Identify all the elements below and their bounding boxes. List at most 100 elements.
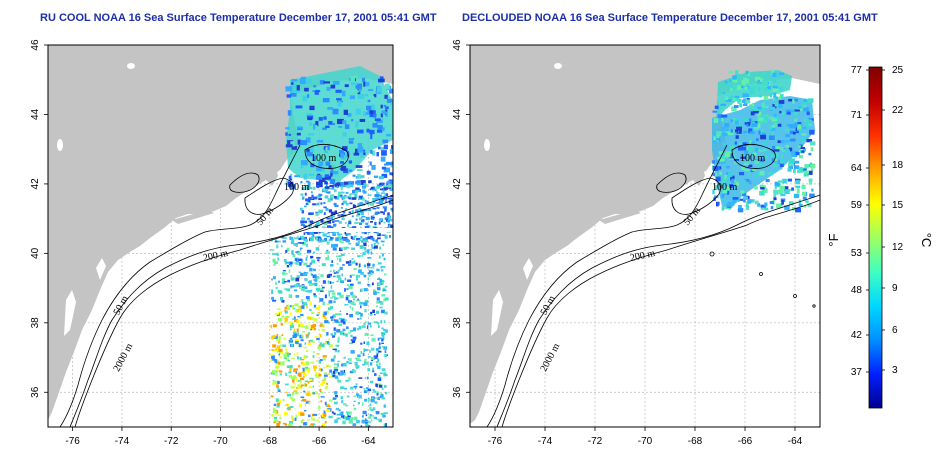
right-sst-pixel (751, 199, 755, 203)
left-sst-pixel (384, 423, 388, 427)
right-sst-pixel (728, 132, 734, 135)
left-sst-pixel (380, 331, 385, 334)
left-sst-pixel (281, 278, 286, 282)
left-sst-pixel (378, 337, 383, 339)
left-sst-pixel (355, 180, 361, 185)
right-sst-pixel (749, 131, 755, 134)
left-sst-pixel (345, 333, 348, 337)
right-sst-pixel (744, 179, 750, 182)
right-sst-pixel (713, 135, 718, 138)
left-sst-pixel (323, 206, 327, 209)
left-sst-pixel (361, 231, 365, 234)
left-sst-pixel (357, 401, 361, 405)
left-sst-pixel (283, 337, 287, 340)
right-sst-pixel (769, 124, 773, 130)
left-sst-pixel (318, 406, 321, 409)
left-sst-pixel (364, 309, 367, 313)
left-sst-pixel (386, 180, 391, 184)
left-sst-pixel (297, 372, 302, 377)
left-sst-pixel (370, 273, 373, 275)
left-sst-pixel (306, 392, 311, 397)
right-sst-pixel (809, 163, 816, 169)
left-sst-pixel (378, 383, 382, 386)
left-sst-pixel (351, 184, 354, 188)
left-sst-pixel (382, 139, 389, 144)
left-sst-pixel (345, 191, 349, 194)
right-sst-pixel (740, 186, 746, 189)
left-sst-pixel (376, 363, 379, 367)
left-sst-pixel (284, 306, 287, 310)
left-sst-pixel (348, 221, 352, 225)
left-sst-pixel (359, 222, 362, 226)
left-sst-pixel (315, 372, 319, 376)
right-cape-cod (693, 168, 705, 186)
left-sst-pixel (360, 212, 364, 216)
left-sst-pixel (291, 392, 294, 396)
right-sst-pixel (746, 94, 750, 98)
left-sst-pixel (350, 350, 355, 354)
left-sst-pixel (352, 204, 356, 208)
left-sst-pixel (327, 220, 331, 224)
left-sst-pixel (325, 317, 327, 322)
left-sst-pixel (319, 334, 322, 338)
left-sst-pixel (390, 189, 393, 191)
left-sst-pixel (373, 243, 376, 247)
left-sst-pixel (302, 330, 305, 333)
left-sst-pixel (355, 262, 358, 266)
left-sst-pixel (325, 403, 330, 407)
right-sst-pixel (712, 172, 716, 177)
left-sst-pixel (312, 203, 317, 206)
right-sst-pixel (795, 151, 800, 156)
left-sst-pixel (288, 269, 291, 273)
left-sst-pixel (307, 381, 310, 384)
left-sst-pixel (383, 423, 386, 427)
left-sst-pixel (315, 203, 318, 206)
left-sst-pixel (383, 372, 387, 375)
left-sst-pixel (359, 317, 362, 320)
left-sst-pixel (323, 81, 331, 84)
left-sst-pixel (298, 258, 303, 262)
left-sst-pixel (332, 348, 337, 351)
colorbar-c-tick-label: 18 (892, 160, 904, 171)
left-sst-pixel (278, 280, 280, 283)
left-sst-pixel (270, 354, 273, 356)
left-sst-pixel (367, 283, 370, 286)
right-sst-pixel (727, 201, 733, 205)
left-sst-pixel (358, 198, 362, 201)
right-sst-pixel (757, 149, 764, 152)
left-sst-pixel (299, 323, 304, 327)
left-sst-pixel (367, 236, 371, 240)
left-sst-pixel (383, 104, 387, 108)
left-sst-pixel (288, 342, 291, 345)
left-sst-pixel (300, 420, 303, 424)
left-sst-pixel (354, 235, 357, 237)
left-sst-pixel (360, 180, 366, 184)
left-sst-pixel (372, 214, 375, 217)
left-sst-pixel (345, 261, 350, 264)
left-map-title: RU COOL NOAA 16 Sea Surface Temperature … (40, 12, 437, 24)
right-sst-pixel (777, 86, 783, 90)
left-sst-pixel (331, 216, 333, 220)
left-sst-pixel (362, 252, 366, 256)
left-sst-pixel (373, 289, 376, 293)
right-sst-pixel (761, 102, 767, 108)
left-sst-pixel (348, 300, 352, 304)
left-sst-pixel (328, 121, 335, 125)
left-sst-pixel (318, 117, 323, 121)
left-sst-pixel (369, 362, 373, 366)
left-sst-pixel (295, 277, 300, 282)
right-sst-pixel (713, 136, 716, 140)
left-sst-pixel (382, 197, 388, 200)
left-sst-pixel (380, 320, 383, 324)
left-sst-pixel (279, 356, 282, 359)
left-sst-pixel (340, 411, 344, 416)
left-sst-pixel (346, 284, 350, 287)
left-sst-pixel (286, 94, 291, 98)
right-sst-pixel (769, 172, 774, 176)
left-sst-pixel (318, 395, 320, 399)
left-sst-pixel (351, 215, 354, 218)
left-sst-pixel (330, 167, 334, 174)
left-sst-pixel (297, 235, 299, 240)
left-sst-pixel (307, 290, 312, 293)
left-sst-pixel (324, 174, 330, 178)
